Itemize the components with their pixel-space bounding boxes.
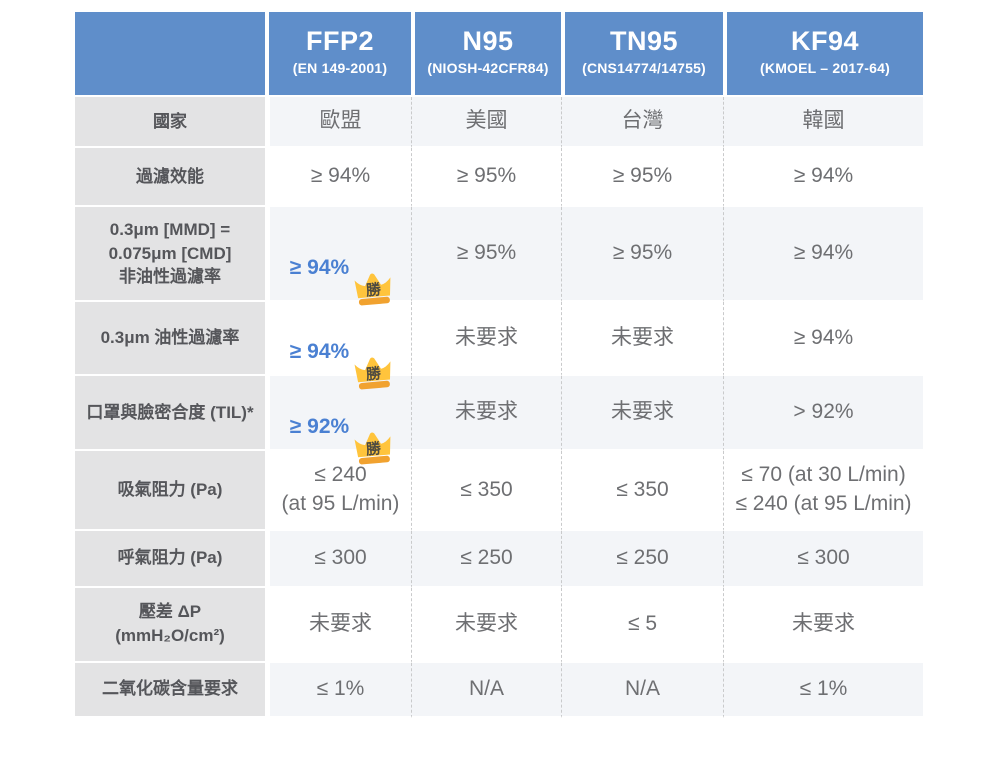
- standard-code: (KMOEL – 2017-64): [760, 59, 890, 76]
- row-label: 吸氣阻力 (Pa): [75, 450, 265, 531]
- table-cell: ≥ 94%: [723, 148, 923, 207]
- table-cell: ≤ 300: [723, 530, 923, 588]
- column-header-n95: N95 (NIOSH-42CFR84): [411, 12, 561, 97]
- table-cell: ≤ 1%: [265, 662, 411, 718]
- table-cell: ≥ 95%: [561, 207, 723, 302]
- winner-crown-badge: 勝: [350, 327, 393, 391]
- header-row: FFP2 (EN 149-2001) N95 (NIOSH-42CFR84) T…: [75, 12, 923, 97]
- row-label: 口罩與臉密合度 (TIL)*: [75, 376, 265, 451]
- table-cell: 台灣: [561, 97, 723, 148]
- crown-icon: 勝: [354, 358, 391, 391]
- mask-standards-comparison-table: FFP2 (EN 149-2001) N95 (NIOSH-42CFR84) T…: [75, 12, 923, 718]
- row-label: 呼氣阻力 (Pa): [75, 530, 265, 588]
- row-label: 0.3μm [MMD] = 0.075μm [CMD] 非油性過濾率: [75, 207, 265, 302]
- table-row-fit-til: 口罩與臉密合度 (TIL)* ≥ 92% 勝 未要求: [75, 376, 923, 465]
- column-header-kf94: KF94 (KMOEL – 2017-64): [723, 12, 923, 97]
- table-cell: ≤ 70 (at 30 L/min) ≤ 240 (at 95 L/min): [723, 450, 923, 531]
- table-row-filtration-efficiency: 過濾效能 ≥ 94% ≥ 95% ≥ 95% ≥ 94%: [75, 148, 923, 207]
- table-cell: 未要求: [561, 376, 723, 451]
- table-cell: 未要求: [411, 302, 561, 377]
- winner-crown-badge: 勝: [350, 242, 393, 306]
- winning-value: ≥ 92%: [289, 414, 350, 438]
- table-row-inhalation-resistance: 吸氣阻力 (Pa) ≤ 240 (at 95 L/min) ≤ 350 ≤ 35…: [75, 450, 923, 531]
- standard-title: FFP2: [305, 26, 374, 57]
- standard-code: (EN 149-2001): [292, 59, 388, 76]
- table-cell: ≤ 5: [561, 587, 723, 663]
- column-header-ffp2: FFP2 (EN 149-2001): [265, 12, 411, 97]
- table-cell: 歐盟: [265, 97, 411, 148]
- table-cell: 韓國: [723, 97, 923, 148]
- table-cell: ≤ 1%: [723, 662, 923, 718]
- table-cell: ≥ 95%: [411, 207, 561, 302]
- column-header-tn95: TN95 (CNS14774/14755): [561, 12, 723, 97]
- table-row-pressure-difference: 壓差 ΔP (mmH₂O/cm²) 未要求 未要求 ≤ 5 未要求: [75, 587, 923, 663]
- table-cell: ≥ 94%: [723, 207, 923, 302]
- row-label: 國家: [75, 97, 265, 148]
- table-row-oily-filtration: 0.3μm 油性過濾率 ≥ 94% 勝 未要求 未要: [75, 302, 923, 391]
- table-row-co2-content: 二氧化碳含量要求 ≤ 1% N/A N/A ≤ 1%: [75, 662, 923, 718]
- table-cell: 未要求: [723, 587, 923, 663]
- svg-text:勝: 勝: [365, 280, 383, 299]
- winning-value: ≥ 94%: [289, 340, 350, 364]
- table-cell: ≥ 95%: [411, 148, 561, 207]
- table-cell: ≥ 94%: [265, 148, 411, 207]
- table-row-exhalation-resistance: 呼氣阻力 (Pa) ≤ 300 ≤ 250 ≤ 250 ≤ 300: [75, 530, 923, 588]
- table-cell: ≤ 300: [265, 530, 411, 588]
- crown-icon: 勝: [354, 273, 391, 306]
- row-label: 0.3μm 油性過濾率: [75, 302, 265, 377]
- table-cell-winner: ≥ 94% 勝: [265, 302, 411, 391]
- table-cell: ≥ 95%: [561, 148, 723, 207]
- svg-text:勝: 勝: [365, 439, 383, 458]
- table-cell: 未要求: [265, 587, 411, 663]
- table-row-country: 國家 歐盟 美國 台灣 韓國: [75, 97, 923, 148]
- table-cell: ≤ 250: [411, 530, 561, 588]
- table-cell: > 92%: [723, 376, 923, 451]
- table-cell-winner: ≥ 92% 勝: [265, 376, 411, 465]
- standard-title: N95: [462, 26, 514, 57]
- table-cell: 未要求: [561, 302, 723, 377]
- table-cell: N/A: [561, 662, 723, 718]
- winning-value: ≥ 94%: [289, 255, 350, 279]
- table-cell: 未要求: [411, 587, 561, 663]
- table-cell: 美國: [411, 97, 561, 148]
- row-label: 二氧化碳含量要求: [75, 662, 265, 718]
- table-cell: N/A: [411, 662, 561, 718]
- table-cell: ≤ 250: [561, 530, 723, 588]
- standard-title: TN95: [609, 26, 679, 57]
- table-cell: ≤ 350: [411, 450, 561, 531]
- standard-title: KF94: [790, 26, 860, 57]
- table-cell: ≤ 240 (at 95 L/min): [265, 450, 411, 531]
- winner-crown-badge: 勝: [350, 401, 393, 465]
- table-cell: 未要求: [411, 376, 561, 451]
- row-label: 壓差 ΔP (mmH₂O/cm²): [75, 587, 265, 663]
- table-row-non-oily-filtration: 0.3μm [MMD] = 0.075μm [CMD] 非油性過濾率 ≥ 94%…: [75, 207, 923, 306]
- row-label: 過濾效能: [75, 148, 265, 207]
- standard-code: (CNS14774/14755): [582, 59, 706, 76]
- table-cell: ≤ 350: [561, 450, 723, 531]
- table-cell-winner: ≥ 94% 勝: [265, 207, 411, 306]
- crown-icon: 勝: [354, 432, 391, 465]
- standard-code: (NIOSH-42CFR84): [427, 59, 549, 76]
- corner-cell: [75, 12, 265, 97]
- table-cell: ≥ 94%: [723, 302, 923, 377]
- svg-text:勝: 勝: [365, 365, 383, 384]
